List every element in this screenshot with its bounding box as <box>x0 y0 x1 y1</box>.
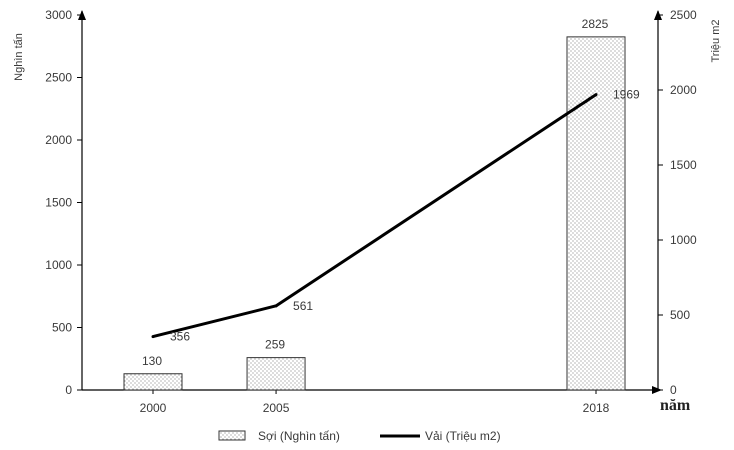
left-axis-tick-label: 2500 <box>45 71 72 85</box>
left-axis-tick-label: 0 <box>65 383 72 397</box>
x-axis-unit: năm <box>660 397 691 414</box>
left-axis-title: Nghìn tấn <box>13 33 25 81</box>
right-axis-tick-label: 0 <box>670 383 677 397</box>
legend-label-line: Vải (Triệu m2) <box>425 429 501 443</box>
legend-swatch-bar <box>218 430 246 441</box>
right-axis-tick-label: 2000 <box>670 83 697 97</box>
bar-soi-2005 <box>246 357 306 391</box>
bar-soi-2000 <box>123 373 183 391</box>
left-axis-tick-label: 1500 <box>45 196 72 210</box>
point-vai-2005 <box>274 304 278 308</box>
x-axis-tick-label: 2018 <box>583 401 610 415</box>
point-label-vai-2005: 561 <box>293 299 313 313</box>
legend-label-bar: Sợi (Nghìn tấn) <box>258 429 340 443</box>
left-axis-tick-label: 1000 <box>45 258 72 272</box>
right-axis-tick-label: 2500 <box>670 8 697 22</box>
right-axis-tick-label: 500 <box>670 308 690 322</box>
bar-label-soi-2005: 259 <box>265 338 285 352</box>
line-vai <box>152 93 597 339</box>
right-axis-title: Triệu m2 <box>710 20 722 63</box>
legend: Sợi (Nghìn tấn) Vải (Triệu m2) <box>218 429 501 443</box>
point-label-vai-2018: 1969 <box>613 88 640 102</box>
left-axis-tick-label: 2000 <box>45 133 72 147</box>
bar-label-soi-2000: 130 <box>142 354 162 368</box>
point-label-vai-2000: 356 <box>170 330 190 344</box>
right-axis-tick-label: 1500 <box>670 158 697 172</box>
left-axis-tick-label: 3000 <box>45 8 72 22</box>
left-axis-tick-label: 500 <box>52 321 72 335</box>
bar-label-soi-2018: 2825 <box>582 17 609 31</box>
x-axis-tick-label: 2005 <box>263 401 290 415</box>
right-axis-tick-label: 1000 <box>670 233 697 247</box>
x-axis-tick-label: 2000 <box>140 401 167 415</box>
x-axis-arrow <box>652 386 662 394</box>
point-vai-2018 <box>594 93 598 97</box>
point-vai-2000 <box>151 335 155 339</box>
chart-marks: 0 500 1000 1500 2000 2500 3000 0 500 1000 1500 2000… <box>45 8 697 415</box>
